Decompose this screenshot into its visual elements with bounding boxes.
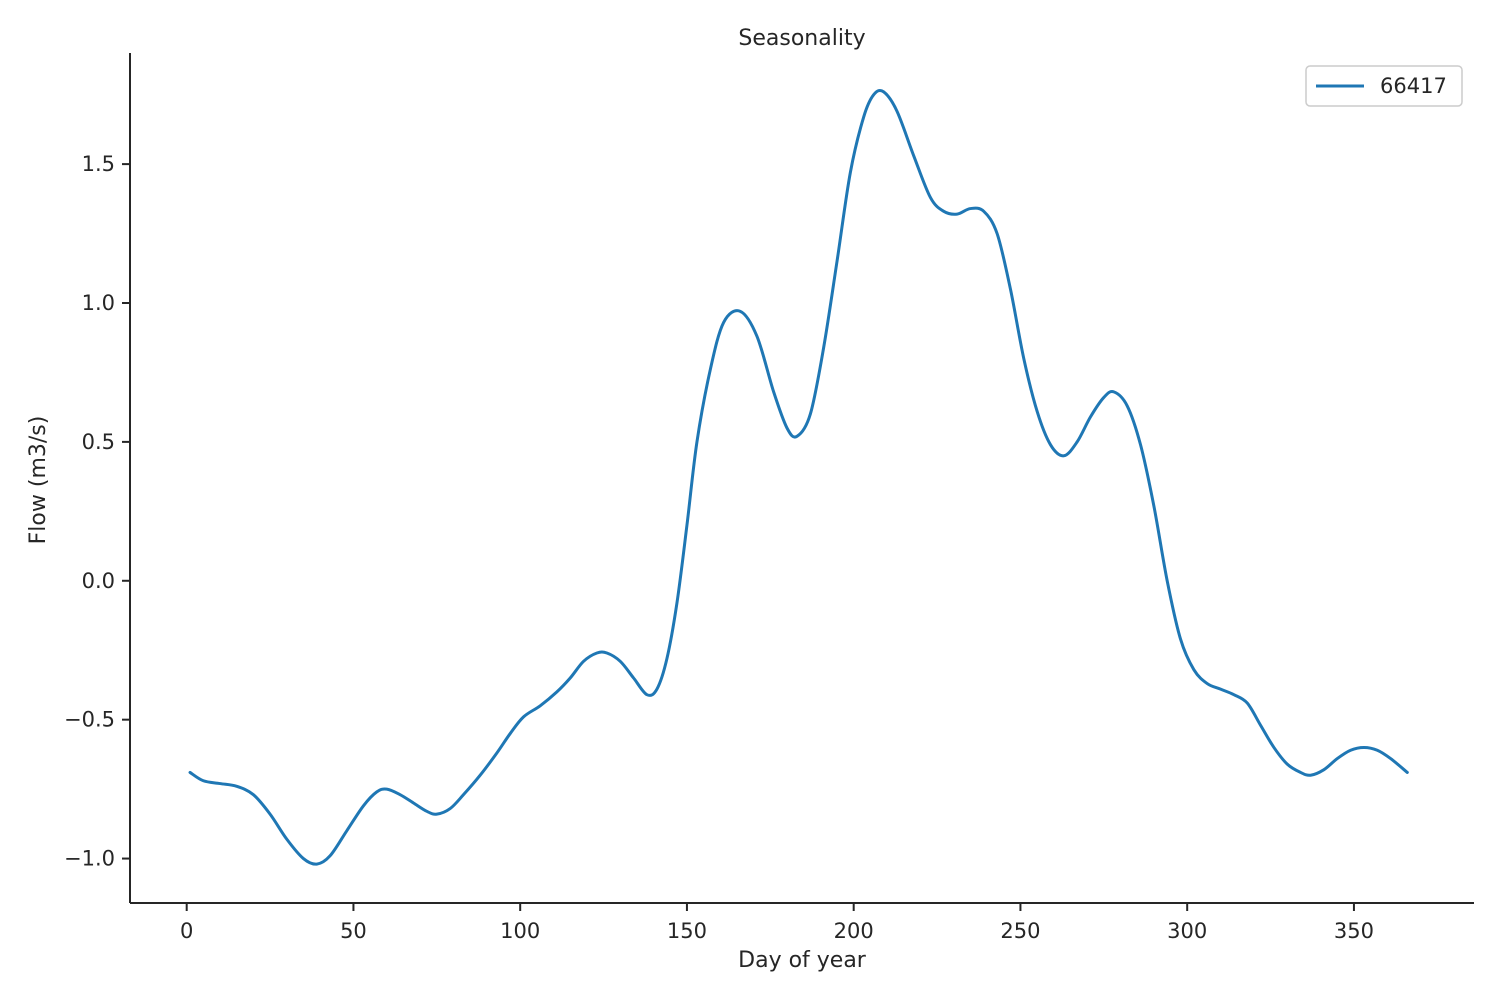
x-tick-label: 0 bbox=[180, 919, 193, 943]
y-tick-label: −1.0 bbox=[64, 847, 115, 871]
series-line-66417 bbox=[188, 88, 1409, 866]
legend: 66417 bbox=[1305, 65, 1463, 107]
y-axis-ticks: −1.0 −0.5 0.0 0.5 1.0 1.5 bbox=[64, 152, 130, 871]
x-tick-label: 250 bbox=[1000, 919, 1040, 943]
x-tick-label: 100 bbox=[500, 919, 540, 943]
x-tick-label: 350 bbox=[1334, 919, 1374, 943]
y-axis-label: Flow (m3/s) bbox=[26, 416, 51, 545]
x-tick-label: 200 bbox=[834, 919, 874, 943]
x-tick-label: 50 bbox=[340, 919, 367, 943]
y-tick-label: −0.5 bbox=[64, 708, 115, 732]
y-tick-label: 1.5 bbox=[82, 152, 115, 176]
y-tick-label: 0.0 bbox=[82, 569, 115, 593]
y-tick-label: 1.0 bbox=[82, 291, 115, 315]
series-layer bbox=[188, 88, 1409, 866]
x-tick-label: 150 bbox=[667, 919, 707, 943]
x-tick-label: 300 bbox=[1167, 919, 1207, 943]
x-axis-label: Day of year bbox=[738, 948, 867, 973]
chart-title: Seasonality bbox=[738, 26, 865, 51]
x-axis-ticks: 0 50 100 150 200 250 300 350 bbox=[180, 903, 1374, 943]
y-tick-label: 0.5 bbox=[82, 430, 115, 454]
legend-box bbox=[1305, 65, 1463, 107]
legend-label: 66417 bbox=[1380, 74, 1447, 98]
